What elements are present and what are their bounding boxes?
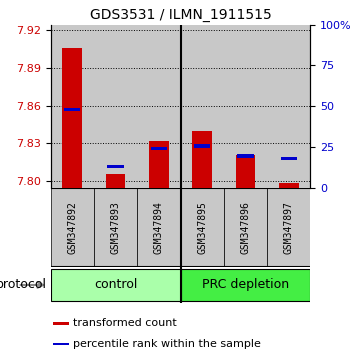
Bar bbox=[180, 269, 310, 301]
Bar bbox=[106, 174, 125, 188]
Bar bbox=[267, 188, 310, 267]
Text: GSM347896: GSM347896 bbox=[240, 201, 251, 254]
Bar bbox=[51, 269, 180, 301]
Bar bbox=[107, 165, 124, 168]
Title: GDS3531 / ILMN_1911515: GDS3531 / ILMN_1911515 bbox=[90, 8, 271, 22]
Bar bbox=[279, 183, 299, 188]
Bar bbox=[192, 131, 212, 188]
Bar bbox=[267, 25, 310, 188]
Text: control: control bbox=[94, 279, 137, 291]
Bar bbox=[51, 188, 94, 267]
Text: GSM347892: GSM347892 bbox=[67, 201, 77, 254]
Bar bbox=[280, 157, 297, 160]
Bar bbox=[62, 47, 82, 188]
Bar bbox=[94, 25, 137, 188]
Bar bbox=[236, 155, 255, 188]
Bar bbox=[137, 25, 180, 188]
Bar bbox=[94, 188, 137, 267]
Bar bbox=[53, 343, 69, 346]
Text: GSM347894: GSM347894 bbox=[154, 201, 164, 254]
Text: protocol: protocol bbox=[0, 279, 47, 291]
Bar bbox=[51, 25, 94, 188]
Bar bbox=[64, 108, 81, 111]
Text: GSM347895: GSM347895 bbox=[197, 201, 207, 254]
Bar bbox=[194, 144, 210, 148]
Text: transformed count: transformed count bbox=[73, 318, 177, 329]
Bar bbox=[137, 188, 180, 267]
Text: percentile rank within the sample: percentile rank within the sample bbox=[73, 339, 261, 349]
Bar bbox=[224, 25, 267, 188]
Bar bbox=[53, 322, 69, 325]
Bar bbox=[224, 188, 267, 267]
Text: GSM347897: GSM347897 bbox=[284, 201, 294, 254]
Text: GSM347893: GSM347893 bbox=[110, 201, 121, 254]
Bar bbox=[149, 141, 169, 188]
Text: PRC depletion: PRC depletion bbox=[202, 279, 289, 291]
Bar bbox=[151, 147, 167, 150]
Bar bbox=[180, 25, 224, 188]
Bar bbox=[180, 188, 224, 267]
Bar bbox=[237, 154, 254, 158]
